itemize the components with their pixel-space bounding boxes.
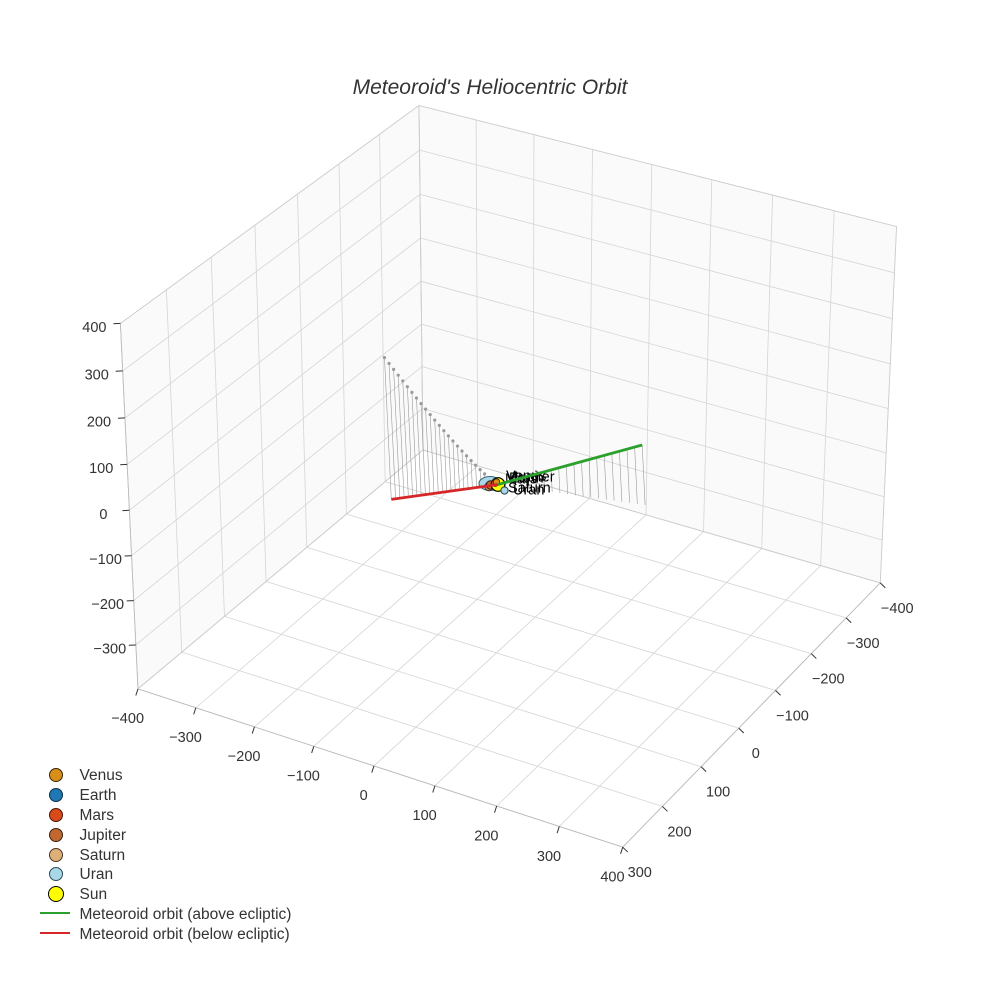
svg-text:−300: −300 [94,641,127,657]
svg-text:100: 100 [706,785,730,801]
svg-text:0: 0 [360,788,368,804]
svg-text:300: 300 [537,849,561,865]
svg-text:200: 200 [87,414,111,430]
svg-text:−100: −100 [287,769,320,785]
svg-text:−100: −100 [776,708,809,724]
svg-text:−400: −400 [111,711,144,727]
svg-text:200: 200 [667,824,691,840]
svg-text:400: 400 [600,869,624,885]
svg-text:0: 0 [99,507,107,523]
svg-text:Meteoroid's Heliocentric Orbit: Meteoroid's Heliocentric Orbit [353,76,629,99]
svg-text:0: 0 [752,746,760,762]
svg-text:300: 300 [628,865,652,881]
svg-text:400: 400 [82,320,106,336]
svg-text:−100: −100 [89,552,122,568]
svg-text:−200: −200 [812,672,845,688]
svg-text:100: 100 [413,808,437,824]
svg-text:−300: −300 [847,636,880,652]
svg-text:−400: −400 [881,601,914,617]
svg-text:−300: −300 [169,730,202,746]
svg-text:300: 300 [85,367,109,383]
svg-text:200: 200 [474,828,498,844]
svg-text:−200: −200 [91,597,124,613]
svg-text:−200: −200 [228,749,261,765]
svg-text:100: 100 [89,461,113,477]
svg-text:Uran: Uran [513,483,544,499]
